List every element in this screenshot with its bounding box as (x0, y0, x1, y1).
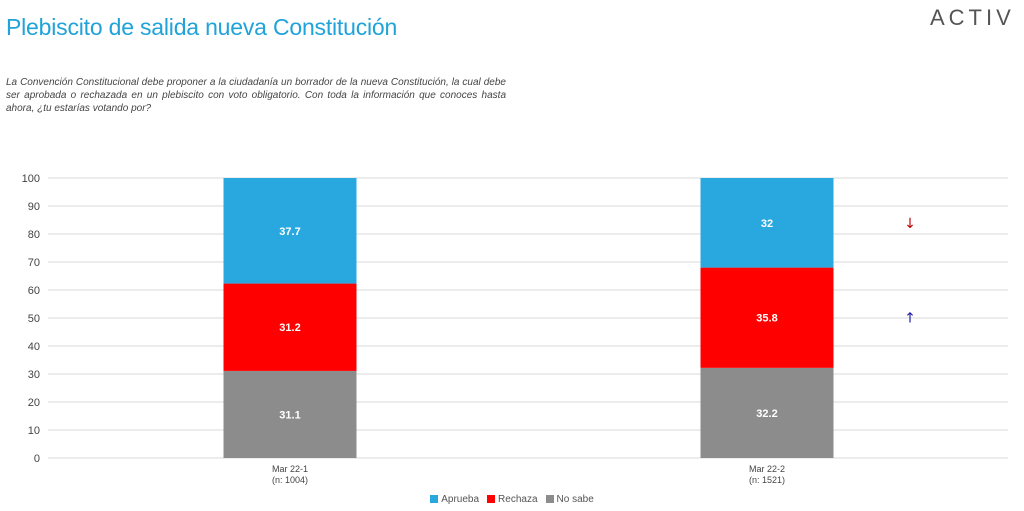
data-label: 37.7 (279, 226, 300, 238)
y-tick-label: 100 (22, 173, 40, 185)
x-category-label: (n: 1521) (749, 475, 785, 485)
y-tick-label: 80 (28, 229, 40, 241)
data-label: 32 (761, 218, 773, 230)
y-tick-label: 70 (28, 257, 40, 269)
x-category-label: (n: 1004) (272, 475, 308, 485)
bar-rechaza (700, 267, 834, 368)
legend-swatch (487, 495, 496, 503)
trend-arrow: ↓ (904, 216, 916, 232)
legend-swatch (430, 495, 439, 503)
legend-item-rechaza: Rechaza (487, 494, 538, 505)
data-label: 31.2 (279, 322, 300, 334)
stacked-bar-chart: 0 10 20 30 40 50 60 70 80 90 100 31.1 31.2 37.7 Mar 22… (22, 173, 1008, 485)
bar-rechaza (223, 283, 357, 371)
bar-no-sabe (700, 367, 834, 458)
legend-swatch (545, 495, 554, 503)
bar-aprueba (223, 178, 357, 284)
legend-label: Rechaza (498, 494, 538, 505)
y-tick-label: 90 (28, 201, 40, 213)
y-tick-label: 40 (28, 341, 40, 353)
data-label: 32.2 (756, 408, 777, 420)
trend-arrow: ↑ (904, 311, 916, 327)
bar-aprueba (700, 178, 834, 268)
x-category-label: Mar 22-1 (272, 464, 308, 474)
data-label: 31.1 (279, 409, 300, 421)
y-tick-label: 10 (28, 425, 40, 437)
y-tick-label: 60 (28, 285, 40, 297)
chart-legend: Aprueba Rechaza No sabe (0, 494, 1024, 505)
brand-logo: ACTIV (930, 5, 1015, 30)
legend-item-no-sabe: No sabe (545, 494, 594, 505)
data-label: 35.8 (756, 313, 777, 325)
x-category-label: Mar 22-2 (749, 464, 785, 474)
legend-label: Aprueba (441, 494, 480, 505)
y-tick-label: 30 (28, 369, 40, 381)
y-tick-label: 0 (34, 453, 40, 465)
legend-item-aprueba: Aprueba (430, 494, 479, 505)
page-title: Plebiscito de salida nueva Constitución (6, 14, 398, 40)
y-tick-label: 50 (28, 313, 40, 325)
legend-label: No sabe (556, 494, 594, 505)
survey-question: La Convención Constitucional debe propon… (6, 77, 506, 114)
bar-no-sabe (223, 370, 357, 458)
y-tick-label: 20 (28, 397, 40, 409)
